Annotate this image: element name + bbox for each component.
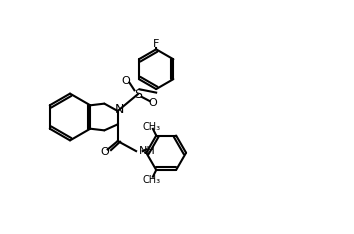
Text: CH₃: CH₃ — [142, 122, 160, 132]
Text: CH₃: CH₃ — [142, 175, 160, 185]
Text: O: O — [148, 98, 157, 108]
Text: O: O — [122, 76, 130, 86]
Text: N: N — [115, 103, 124, 116]
Text: F: F — [153, 39, 159, 49]
Text: NH: NH — [139, 146, 155, 156]
Text: S: S — [134, 88, 142, 101]
Text: O: O — [101, 147, 109, 157]
